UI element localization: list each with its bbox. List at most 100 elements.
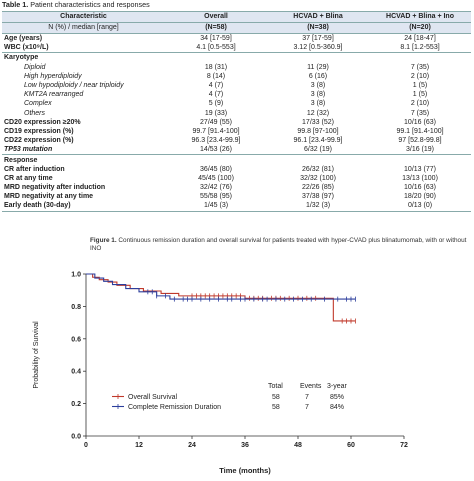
cell-overall: 14/53 (26) — [200, 146, 232, 154]
table-body: Characteristic Overall HCVAD + Blina HCV… — [2, 11, 471, 212]
legend-value-total: 58 — [272, 404, 280, 411]
table-row: CD19 expression (%) 99.7 [91.4-100] 99.8 [… — [2, 127, 471, 136]
cell-overall: 96.3 [23.4-99.9] — [191, 137, 241, 145]
y-axis-label: Probability of Survival — [33, 321, 40, 389]
cell-hcvad-blina-ino: 7 (35) — [410, 63, 430, 71]
cell-overall: 27/49 (55) — [200, 118, 232, 126]
table-row: CR at any time 45/45 (100) 32/32 (100) 13/1… — [2, 174, 471, 183]
x-tick-label: 0 — [84, 442, 88, 449]
table-row: CD22 expression (%) 96.3 [23.4-99.9] 96.1 … — [2, 136, 471, 145]
cell-hcvad-blina: 1/32 (3) — [267, 201, 369, 212]
table-row: High hyperdiploidy 8 (14) 6 (16) 2 (10) — [2, 72, 471, 81]
cell-hcvad-blina-ino: 1 (5) — [412, 91, 428, 99]
cell-hcvad-blina-ino: 24 [18-47] — [404, 35, 436, 43]
cell-overall: 4.1 [0.5-553] — [196, 44, 236, 52]
cell-hcvad-blina: 3 (8) — [310, 100, 326, 108]
figure-caption: Figure 1. Continuous remission duration … — [90, 237, 470, 253]
cell-hcvad-blina: 3 (8) — [310, 82, 326, 90]
legend-value-total: 58 — [272, 394, 280, 401]
series-line-overall-survival — [86, 273, 356, 322]
x-tick-label: 72 — [400, 442, 408, 449]
legend-header-events: Events — [300, 383, 322, 390]
row-label: CD22 expression (%) — [4, 137, 74, 145]
table-row: Response — [2, 154, 471, 165]
cell-hcvad-blina-ino: 97 [52.8-99.8] — [398, 137, 442, 145]
row-label: CR after induction — [4, 165, 65, 173]
cell-hcvad-blina — [267, 52, 369, 63]
legend-value-events: 7 — [305, 394, 309, 401]
cell-hcvad-blina-ino — [369, 52, 471, 63]
y-tick-label: 0.0 — [71, 434, 81, 441]
x-tick-label: 24 — [188, 442, 196, 449]
table-row: Karyotype — [2, 52, 471, 63]
cell-overall: 8 (14) — [206, 72, 226, 80]
row-label: MRD negativity after induction — [4, 184, 106, 192]
table-row: KMT2A rearranged 4 (7) 3 (8) 1 (5) — [2, 90, 471, 99]
y-tick-label: 0.2 — [71, 401, 81, 408]
cell-hcvad-blina-ino: 1 (5) — [412, 82, 428, 90]
legend-entry: Complete Remission Duration — [128, 404, 221, 411]
cell-hcvad-blina: 99.8 [97-100] — [297, 127, 339, 135]
table-row: CD20 expression ≥20% 27/49 (55) 17/33 (52)… — [2, 118, 471, 127]
row-label: Karyotype — [2, 52, 165, 63]
cell-hcvad-blina-ino: 0/13 (0) — [369, 201, 471, 212]
legend-header-total: Total — [268, 383, 283, 390]
legend-header-year3: 3-year — [327, 383, 348, 390]
cell-hcvad-blina: 96.1 [23.4-99.9] — [293, 137, 343, 145]
x-tick-label: 60 — [347, 442, 355, 449]
y-tick-label: 1.0 — [71, 272, 81, 279]
cell-overall — [165, 154, 267, 165]
table-row: MRD negativity after induction 32/42 (76)… — [2, 183, 471, 192]
table-row: Others 19 (33) 12 (32) 7 (35) — [2, 109, 471, 118]
cell-hcvad-blina-ino: 10/16 (63) — [404, 184, 436, 192]
table-row: TP53 mutation 14/53 (26) 6/32 (19) 3/16 (19… — [2, 145, 471, 155]
kaplan-meier-chart: 0 12 24 36 48 60 72 0.0 0.2 0.4 0.6 0.8 1.0 Total Eve… — [33, 272, 408, 476]
cell-hcvad-blina: 3.12 [0.5-360.9] — [293, 44, 343, 52]
cell-hcvad-blina-ino: 18/20 (90) — [404, 193, 436, 201]
row-label: CR at any time — [4, 174, 53, 182]
header-hcvad-blina-ino: HCVAD + Blina + Ino — [369, 11, 471, 23]
y-tick-label: 0.6 — [71, 336, 81, 343]
cell-overall: 45/45 (100) — [198, 174, 234, 182]
chart-axes: 0 12 24 36 48 60 72 0.0 0.2 0.4 0.6 0.8 1.0 — [71, 272, 408, 450]
cell-hcvad-blina: 6 (16) — [308, 72, 328, 80]
row-label: Early death (30-day) — [2, 201, 165, 212]
cell-hcvad-blina-ino: 13/13 (100) — [402, 174, 438, 182]
row-label: MRD negativity at any time — [4, 193, 94, 201]
cell-hcvad-blina: 3 (8) — [310, 91, 326, 99]
cell-overall: 32/42 (76) — [200, 184, 232, 192]
cell-hcvad-blina: 32/32 (100) — [300, 174, 336, 182]
cell-overall: 4 (7) — [208, 82, 224, 90]
table-row: Diploid 18 (31) 11 (29) 7 (35) — [2, 63, 471, 72]
table-caption-text: Patient characteristics and responses — [30, 0, 150, 9]
header-hcvad-blina-n: (N=38) — [267, 22, 369, 34]
cell-hcvad-blina: 12 (32) — [306, 109, 330, 117]
cell-overall: 19 (33) — [204, 109, 228, 117]
cell-hcvad-blina: 11 (29) — [307, 63, 329, 71]
row-label: High hyperdiploidy — [24, 72, 82, 80]
table-caption-label: Table 1. — [2, 0, 29, 9]
cell-overall: 55/58 (95) — [200, 193, 232, 201]
row-label: Response — [2, 154, 165, 165]
table-row: WBC (x10⁹/L) 4.1 [0.5-553] 3.12 [0.5-360.9… — [2, 43, 471, 53]
header-overall-n: (N=58) — [165, 22, 267, 34]
row-label: CD20 expression ≥20% — [4, 118, 81, 126]
x-tick-label: 12 — [135, 442, 143, 449]
header-hcvad-blina: HCVAD + Blina — [267, 11, 369, 23]
cell-overall: 4 (7) — [208, 91, 224, 99]
table-row: Early death (30-day) 1/45 (3) 1/32 (3) 0/13… — [2, 201, 471, 212]
series-line-remission-duration — [86, 273, 356, 300]
header-hcvad-blina-ino-n: (N=20) — [369, 22, 471, 34]
cell-hcvad-blina — [267, 154, 369, 165]
cell-overall: 34 [17-59] — [200, 35, 232, 43]
chart-series — [86, 273, 356, 324]
header-characteristic: Characteristic — [2, 11, 165, 23]
row-label: TP53 mutation — [4, 146, 53, 154]
figure-caption-label: Figure 1. — [90, 237, 117, 244]
cell-hcvad-blina-ino: 2 (10) — [410, 72, 430, 80]
x-tick-label: 36 — [241, 442, 249, 449]
cell-hcvad-blina-ino: 10/13 (77) — [404, 165, 436, 173]
cell-overall: 5 (9) — [208, 100, 224, 108]
cell-overall: 18 (31) — [204, 63, 228, 71]
cell-hcvad-blina-ino: 99.1 [91.4-100] — [396, 127, 444, 135]
